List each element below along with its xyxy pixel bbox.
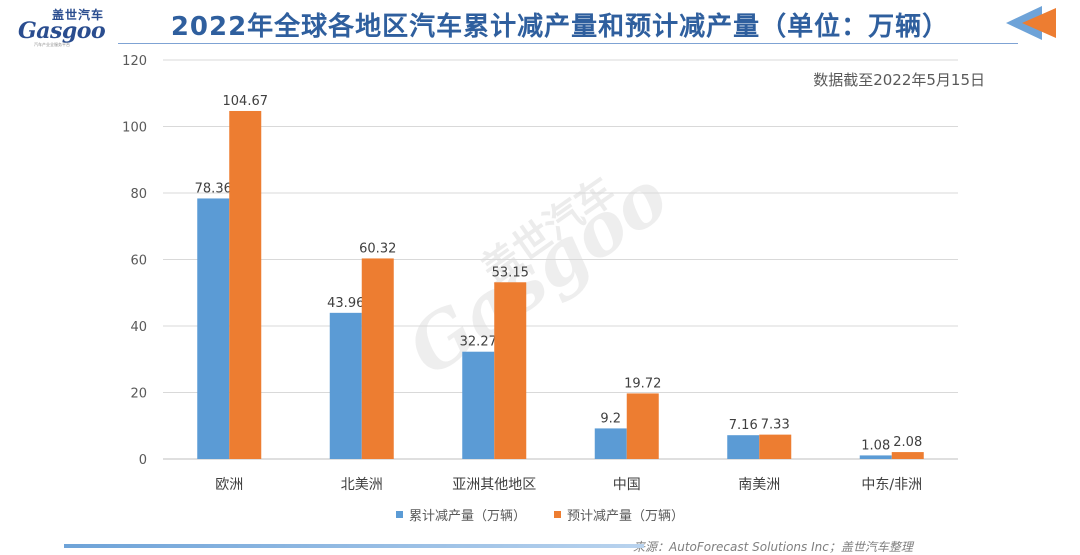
legend-label-cumulative: 累计减产量（万辆）	[408, 509, 526, 524]
data-label-forecast: 2.08	[893, 435, 922, 450]
date-note: 数据截至2022年5月15日	[813, 71, 985, 89]
data-label-cumulative: 78.36	[195, 181, 232, 196]
data-label-forecast: 19.72	[624, 376, 661, 391]
x-tick-label: 中国	[613, 477, 641, 493]
legend-swatch-forecast	[554, 511, 561, 518]
x-tick-label: 亚洲其他地区	[452, 477, 536, 493]
legend-item-forecast: 预计减产量（万辆）	[554, 505, 684, 524]
y-tick-label: 100	[122, 121, 147, 136]
title-underline	[118, 43, 1018, 44]
data-label-cumulative: 7.16	[729, 418, 758, 433]
logo-tagline: 汽车产业全服务平台	[34, 42, 70, 47]
bar-cumulative	[329, 312, 362, 459]
x-tick-label: 欧洲	[215, 477, 243, 493]
data-label-forecast: 104.67	[223, 94, 269, 109]
data-label-cumulative: 1.08	[861, 438, 890, 453]
bar-cumulative	[727, 435, 760, 459]
bar-forecast	[891, 452, 924, 459]
y-tick-label: 40	[130, 320, 147, 335]
y-tick-label: 80	[130, 187, 147, 202]
y-tick-label: 20	[130, 387, 147, 402]
y-tick-label: 120	[122, 54, 147, 69]
chart-title: 2022年全球各地区汽车累计减产量和预计减产量（单位：万辆）	[170, 12, 950, 42]
logo-english-text: Gasgoo	[18, 18, 106, 44]
y-tick-label: 60	[130, 254, 147, 269]
source-note: 来源：AutoForecast Solutions Inc；盖世汽车整理	[633, 540, 913, 554]
data-label-cumulative: 43.96	[327, 296, 364, 311]
x-tick-label: 中东/非洲	[861, 477, 922, 493]
logo-chinese-text: 盖世汽车	[52, 8, 105, 22]
data-label-forecast: 53.15	[492, 265, 529, 280]
gasgoo-logo: 盖世汽车 Gasgoo 汽车产业全服务平台	[14, 6, 114, 47]
legend-swatch-cumulative	[395, 511, 403, 518]
bar-cumulative	[462, 351, 495, 459]
bar-forecast	[361, 258, 394, 459]
bar-cumulative	[197, 198, 230, 459]
legend-item-cumulative: 累计减产量（万辆）	[395, 505, 526, 524]
bar-forecast	[229, 110, 262, 459]
bottom-accent-bar	[64, 544, 644, 548]
data-label-forecast: 7.33	[761, 418, 790, 433]
data-label-cumulative: 9.2	[600, 411, 621, 426]
bar-cumulative	[859, 455, 892, 459]
chart-legend: 累计减产量（万辆） 预计减产量（万辆）	[0, 505, 1080, 524]
bar-forecast	[626, 393, 659, 459]
legend-label-forecast: 预计减产量（万辆）	[567, 509, 685, 524]
x-tick-label: 北美洲	[341, 477, 383, 493]
data-label-cumulative: 32.27	[460, 335, 497, 350]
x-tick-label: 南美洲	[738, 477, 780, 493]
bar-cumulative	[594, 428, 627, 459]
bar-forecast	[759, 434, 792, 459]
y-tick-label: 0	[139, 453, 147, 468]
bar-forecast	[494, 282, 527, 459]
data-label-forecast: 60.32	[359, 241, 396, 256]
back-arrow-icon	[1006, 6, 1056, 40]
